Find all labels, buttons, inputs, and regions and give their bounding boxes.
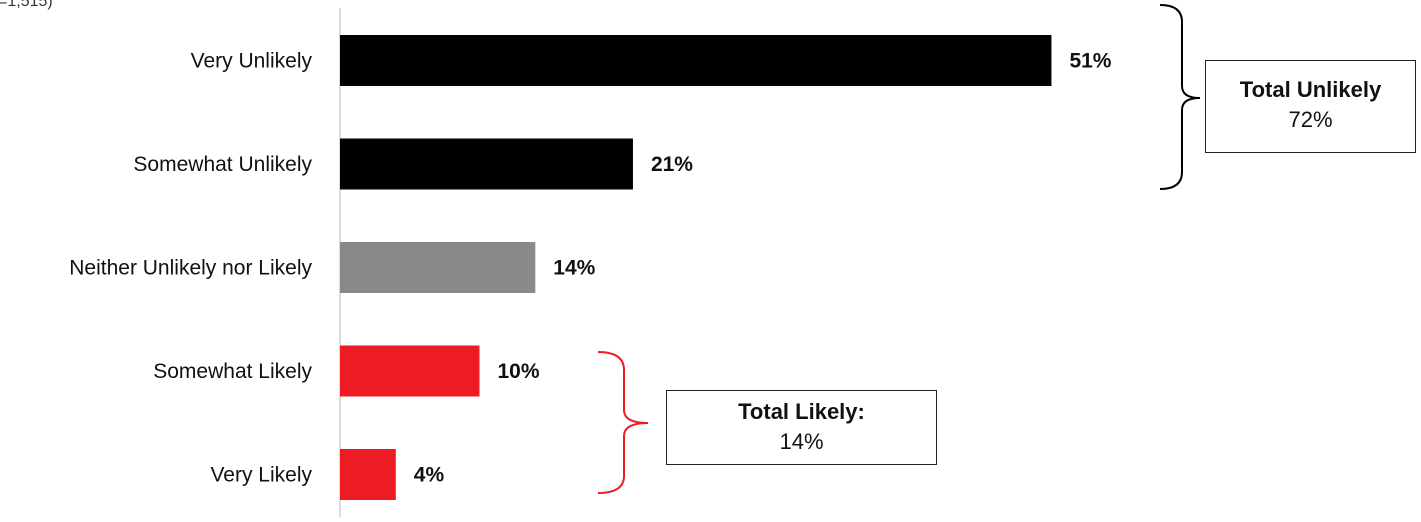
total-likely-title: Total Likely: (738, 399, 865, 424)
bars-group: Very Unlikely 51% Somewhat Unlikely 21% Neit… (69, 35, 1112, 500)
total-unlikely-box: Total Unlikely 72% (1205, 60, 1416, 153)
likely-brace (597, 351, 649, 494)
value-label-neither-unlikely-nor-likely: 14% (553, 257, 595, 280)
bar-neither-unlikely-nor-likely (340, 242, 536, 293)
category-label-somewhat-unlikely: Somewhat Unlikely (133, 153, 312, 176)
value-label-somewhat-unlikely: 21% (651, 153, 693, 176)
total-unlikely-value: 72% (1288, 107, 1333, 132)
value-label-very-unlikely: 51% (1069, 50, 1111, 73)
category-label-neither-unlikely-nor-likely: Neither Unlikely nor Likely (69, 257, 312, 280)
category-label-very-unlikely: Very Unlikely (191, 50, 313, 73)
value-label-very-likely: 4% (414, 464, 445, 487)
total-unlikely-title: Total Unlikely (1239, 77, 1382, 102)
total-likely-value: 14% (779, 429, 824, 454)
category-label-very-likely: Very Likely (210, 464, 312, 487)
sample-size-note: =1,515) (0, 0, 53, 10)
bar-somewhat-likely (340, 345, 480, 397)
category-label-somewhat-likely: Somewhat Likely (153, 360, 312, 383)
unlikely-brace (1159, 4, 1201, 190)
total-likely-box: Total Likely: 14% (666, 390, 937, 465)
bar-very-unlikely (340, 35, 1052, 86)
bar-somewhat-unlikely (340, 138, 633, 190)
value-label-somewhat-likely: 10% (498, 360, 540, 383)
bar-very-likely (340, 449, 396, 500)
